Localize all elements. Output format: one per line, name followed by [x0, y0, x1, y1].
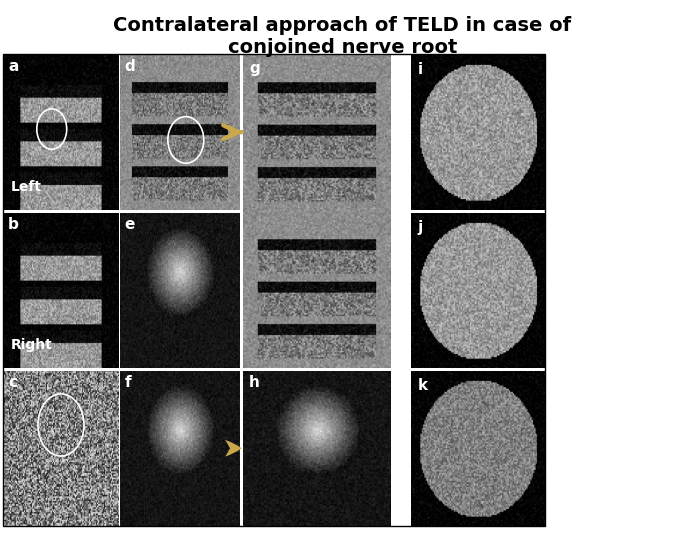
Text: i: i [418, 62, 423, 77]
Text: j: j [418, 220, 423, 235]
Text: c: c [8, 376, 17, 390]
Text: a: a [8, 59, 18, 74]
Text: b: b [8, 217, 19, 232]
Text: Contralateral approach of TELD in case of
conjoined nerve root: Contralateral approach of TELD in case o… [114, 16, 571, 57]
Text: h: h [249, 376, 260, 390]
Text: d: d [125, 59, 136, 74]
Text: g: g [249, 60, 260, 76]
Bar [3, 54, 545, 526]
Text: Left: Left [10, 180, 41, 195]
Text: e: e [125, 217, 135, 232]
Text: f: f [125, 376, 132, 390]
Text: k: k [418, 378, 428, 393]
Text: Right: Right [10, 338, 52, 352]
